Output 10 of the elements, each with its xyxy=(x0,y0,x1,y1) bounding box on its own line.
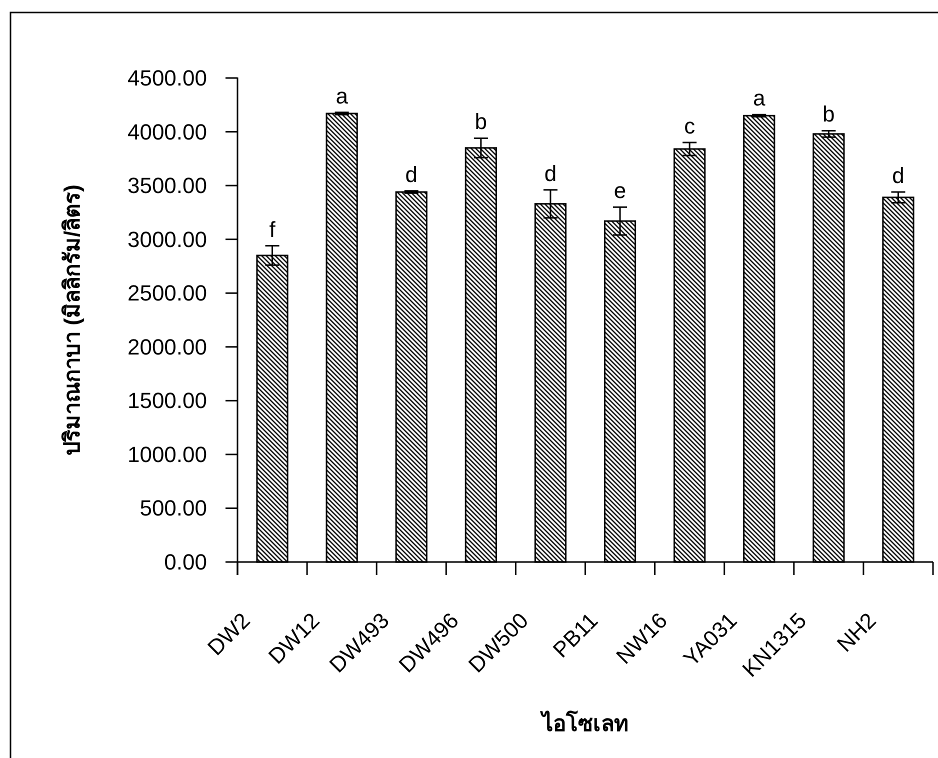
annotation: b xyxy=(822,102,835,127)
annotation: e xyxy=(614,178,626,204)
annotation: f xyxy=(269,216,276,242)
annotation: d xyxy=(405,162,418,187)
annotation: a xyxy=(336,83,348,108)
annotation: a xyxy=(753,86,766,111)
annotation: d xyxy=(892,163,904,188)
annotation: d xyxy=(544,160,557,186)
annotation: c xyxy=(684,114,696,139)
annotation: b xyxy=(474,109,488,134)
